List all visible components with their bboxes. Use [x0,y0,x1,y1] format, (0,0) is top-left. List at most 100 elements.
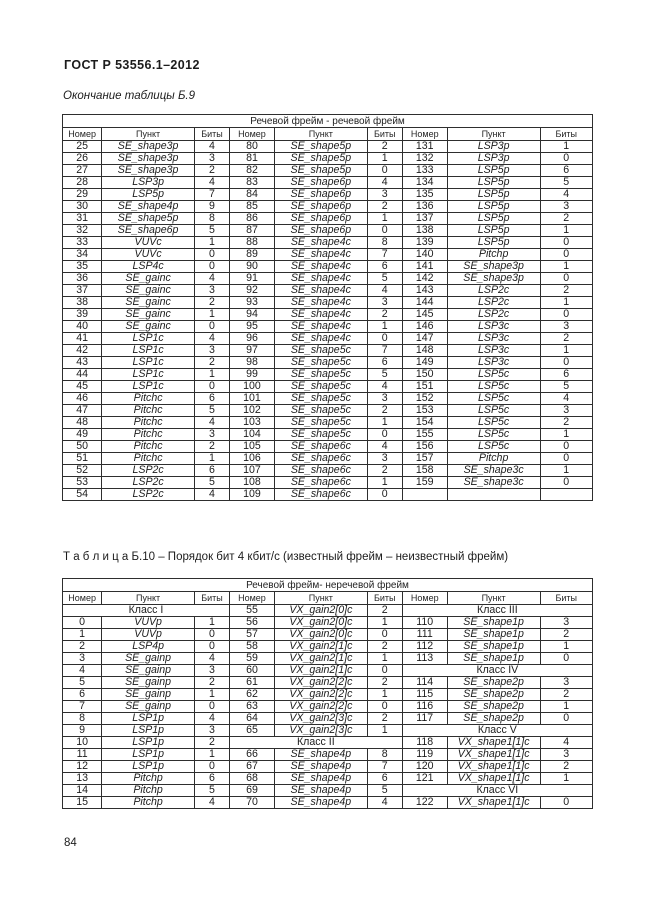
page-number: 84 [64,837,77,849]
cell: 0 [539,796,593,809]
cell: 4 [366,796,403,809]
cell: 158 [401,464,448,477]
column-header: Биты [539,591,593,605]
cell: 1 [366,212,403,225]
cell: Pitchp [446,248,541,261]
table-row: 48 Pitchc 4 103 SE_shape5c 1 154 LSP5c 2 [61,416,593,429]
cell: 137 [401,212,448,225]
cell: 0 [193,320,230,333]
cell: SE_shape6p [101,224,195,237]
cell: 1 [539,428,593,441]
cell: 4 [366,440,403,453]
cell: 9 [193,200,230,213]
cell: 27 [61,164,103,177]
cell: 1 [539,464,593,477]
cell: 38 [61,296,103,309]
cell: 94 [228,308,275,321]
cell: 1 [539,140,593,153]
cell: SE_shape5c [273,368,368,381]
cell: 139 [401,236,448,249]
cell: 92 [228,284,275,297]
cell: 3 [193,428,230,441]
table-group-header: Речевой фрейм- неречевой фрейм [62,578,593,592]
cell: 4 [539,392,593,405]
column-header: Пункт [101,127,195,141]
cell: LSP5p [446,176,541,189]
cell: 131 [401,140,448,153]
cell: 2 [193,440,230,453]
cell: VX_shape1[1]c [446,760,541,773]
cell: LSP1p [101,724,195,737]
cell: 0 [366,428,403,441]
cell: VX_gain2[1]c [273,640,368,653]
cell: 3 [539,616,593,629]
cell: 4 [193,140,230,153]
cell: VX_gain2[2]c [273,676,368,689]
cell: SE_gainp [101,652,195,665]
cell: 4 [539,188,593,201]
cell: 134 [401,176,448,189]
cell: 1 [539,224,593,237]
cell: 51 [61,452,103,465]
cell: 152 [401,392,448,405]
cell: 151 [401,380,448,393]
cell: 63 [228,700,275,713]
cell: 4 [193,416,230,429]
cell: 5 [193,224,230,237]
cell: SE_shape2p [446,688,541,701]
cell: 159 [401,476,448,489]
table-row: 6 SE_gainp 1 62 VX_gain2[2]c 1 115 SE_shape2p 2 [61,688,593,701]
column-header: Биты [366,591,403,605]
cell: 143 [401,284,448,297]
cell: Pitchp [101,772,195,785]
cell: 121 [401,772,448,785]
cell: VX_shape1[1]c [446,736,541,749]
cell: 44 [61,368,103,381]
table-row: 28 LSP3p 4 83 SE_shape6p 4 134 LSP5p 5 [61,176,593,189]
table-row: 52 LSP2c 6 107 SE_shape6c 2 158 SE_shape3c 1 [61,464,593,477]
cell: 8 [193,212,230,225]
cell: 81 [228,152,275,165]
cell: 46 [61,392,103,405]
cell [401,488,448,501]
cell: 6 [539,164,593,177]
cell: 35 [61,260,103,273]
cell: 1 [366,476,403,489]
cell: 4 [539,736,593,749]
column-header: Пункт [273,591,368,605]
table-row: 36 SE_gainc 4 91 SE_shape4c 5 142 SE_shape3p 0 [61,272,593,285]
table-row: 51 Pitchc 1 106 SE_shape6c 3 157 Pitchp 0 [61,452,593,465]
column-header: Пункт [446,591,541,605]
cell: SE_shape3p [101,152,195,165]
cell: 12 [61,760,103,773]
table-row: 34 VUVc 0 89 SE_shape4c 7 140 Pitchp 0 [61,248,593,261]
cell: VX_shape1[1]c [446,772,541,785]
cell: LSP3p [101,176,195,189]
cell: 2 [539,688,593,701]
cell: LSP1c [101,380,195,393]
cell: SE_shape1p [446,628,541,641]
cell: SE_shape5c [273,380,368,393]
cell: 3 [366,392,403,405]
cell: LSP2c [446,296,541,309]
cell: SE_gainp [101,676,195,689]
cell: 3 [193,344,230,357]
cell: VUVp [101,628,195,641]
cell: 50 [61,440,103,453]
cell: 122 [401,796,448,809]
table-row: 29 LSP5p 7 84 SE_shape6p 3 135 LSP5p 4 [61,188,593,201]
table-row: Класс I 55 VX_gain2[0]c 2 Класс III [62,604,594,617]
cell: 0 [539,712,593,725]
cell: Pitchc [101,416,195,429]
cell: 32 [61,224,103,237]
cell: LSP5c [446,392,541,405]
cell: SE_shape6c [273,476,368,489]
cell: LSP3p [446,152,541,165]
cell: 0 [193,760,230,773]
cell: 58 [228,640,275,653]
cell: 80 [228,140,275,153]
cell: 91 [228,272,275,285]
cell: 99 [228,368,275,381]
table-group-header-row: Речевой фрейм- неречевой фрейм [62,578,593,592]
cell: 70 [228,796,275,809]
